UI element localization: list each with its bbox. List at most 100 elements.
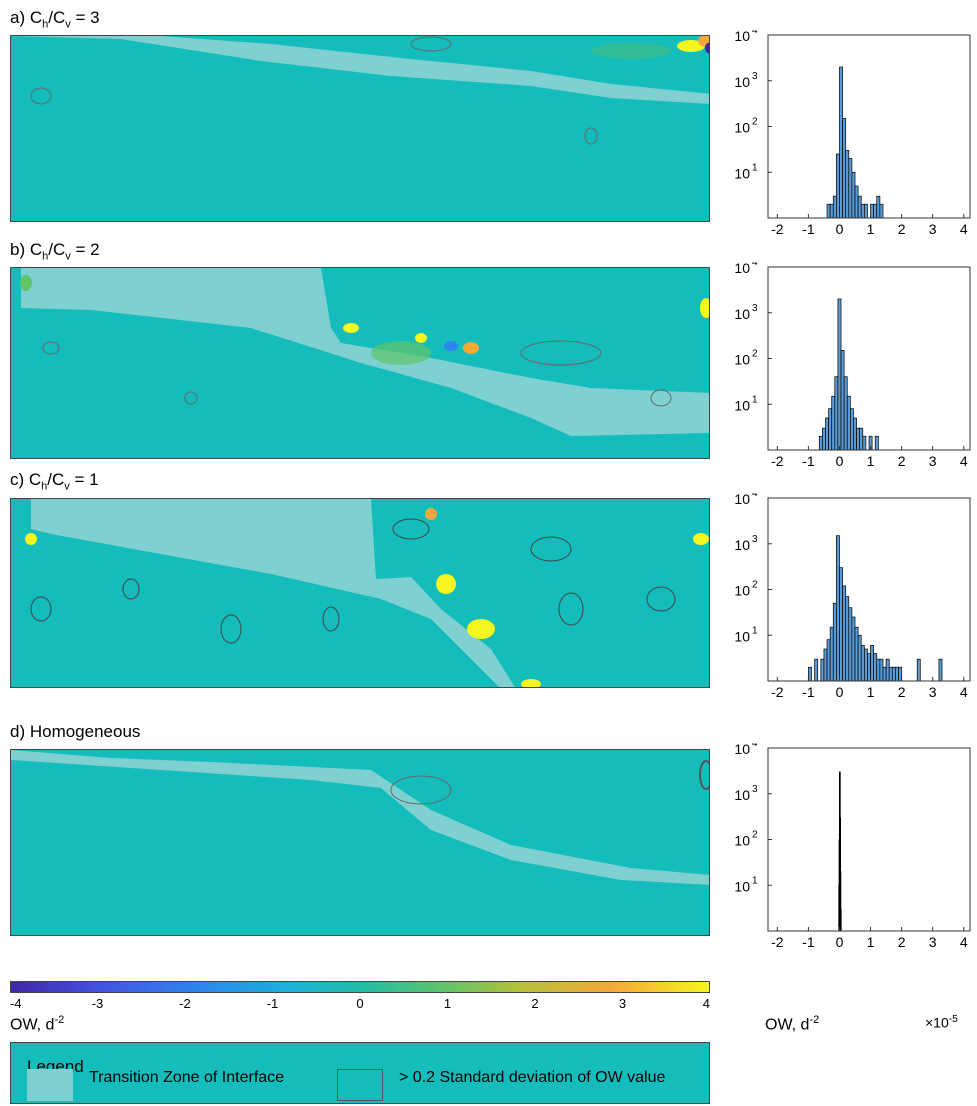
y-tick-exponent: 4 [752,30,758,36]
map-panel-d [10,749,710,936]
y-tick-label: 10 [734,306,750,322]
y-tick-exponent: 3 [752,534,758,545]
histogram-bar [839,66,843,219]
map-panel-c [10,498,710,688]
x-tick-label: 2 [898,684,906,700]
transition-zone-d [11,750,709,885]
legend-box: Legend Transition Zone of Interface > 0.… [10,1042,710,1104]
x-tick-label: -1 [802,934,815,950]
histogram-bar [823,648,828,682]
histogram-bar [848,607,853,682]
histogram-bar [842,585,847,682]
y-tick-exponent: 2 [752,349,758,360]
x-tick-label: 2 [898,453,906,469]
histogram-bar [870,645,875,682]
x-tick-label: 4 [960,221,968,237]
histogram-bar [826,639,831,682]
histogram-bar [879,203,884,219]
histogram-bar [848,158,853,219]
y-tick-label: 10 [734,833,750,849]
histogram-bar [867,653,871,682]
histogram-bar [845,150,850,219]
y-tick-exponent: 2 [752,580,758,591]
transition-zone-label: Transition Zone of Interface [89,1069,285,1086]
histogram-bar [839,567,843,682]
colorbar-tick: -3 [91,996,104,1011]
histogram-bar [826,203,831,219]
histogram-bar [874,435,879,451]
y-tick-label: 10 [734,787,750,803]
transition-zone-b [21,268,709,436]
panel-c-title: c) Ch/Cv = 1 [10,470,99,493]
x-tick-label: 1 [867,221,875,237]
colorbar-tick: -4 [10,996,22,1011]
histogram-bar [829,203,834,219]
transition-zone-a [11,36,709,104]
histogram-bar [834,376,839,451]
y-tick-label: 10 [734,743,750,757]
histogram-bar [836,535,840,682]
histogram-bar [938,658,943,682]
colorbar-tick: 3 [618,996,627,1011]
x-tick-label: -2 [771,453,784,469]
x-tick-label: 3 [929,934,937,950]
histogram-bar [857,634,862,682]
x-tick-label: -2 [771,221,784,237]
y-tick-exponent: 1 [752,162,758,173]
histogram-bar [891,666,896,682]
x-tick-label: 4 [960,684,968,700]
histogram-bar [832,602,837,682]
x-tick-label: -1 [802,684,815,700]
histogram-bar [863,648,868,682]
x-tick-label: -2 [771,684,784,700]
y-tick-label: 10 [734,628,750,644]
x-tick-label: 0 [836,221,844,237]
histogram-bar [916,658,921,682]
y-tick-exponent: 1 [752,394,758,405]
histogram-bar [851,616,856,682]
histogram-bar [846,395,851,451]
y-tick-exponent: 3 [752,784,758,795]
colorbar-tick: -1 [266,996,279,1011]
histogram-bar [843,376,848,451]
x-tick-label: 3 [929,684,937,700]
histogram-bar [863,203,868,219]
colorbar-tick: 4 [702,996,710,1011]
x-tick-label: 3 [929,221,937,237]
colorbar [10,981,710,993]
histogram-xlabel: OW, d-2 [765,1014,820,1034]
y-tick-label: 10 [734,262,750,276]
histogram-bar [876,195,881,219]
y-tick-exponent: 2 [752,830,758,841]
y-tick-label: 10 [734,74,750,90]
y-tick-exponent: 3 [752,71,758,82]
map-panel-b [10,267,710,459]
colorbar-tick: 2 [531,996,539,1011]
histogram-bar [876,658,881,682]
histogram-axes [767,266,971,451]
histogram-bar [840,350,845,451]
y-tick-label: 10 [734,397,750,413]
x-tick-label: 0 [836,684,844,700]
x-tick-label: 2 [898,221,906,237]
x-tick-label: 1 [867,934,875,950]
x-tick-label: -2 [771,934,784,950]
y-tick-label: 10 [734,537,750,553]
x-tick-label: -1 [802,453,815,469]
histogram-bar [895,666,899,682]
panel-d-title: d) Homogeneous [10,722,141,741]
histogram-bar [851,171,856,219]
x-tick-label: 1 [867,684,875,700]
y-tick-exponent: 4 [752,493,758,499]
colorbar-label: OW, d-2 [10,1014,65,1034]
histogram-bar [885,658,890,682]
histogram-bar [850,408,854,451]
histogram-bar [825,417,829,451]
transition-zone-swatch [27,1069,73,1101]
x-tick-label: 0 [836,453,844,469]
y-tick-exponent: 3 [752,303,758,314]
histogram-bar [836,153,840,219]
histogram-bar [828,408,833,451]
